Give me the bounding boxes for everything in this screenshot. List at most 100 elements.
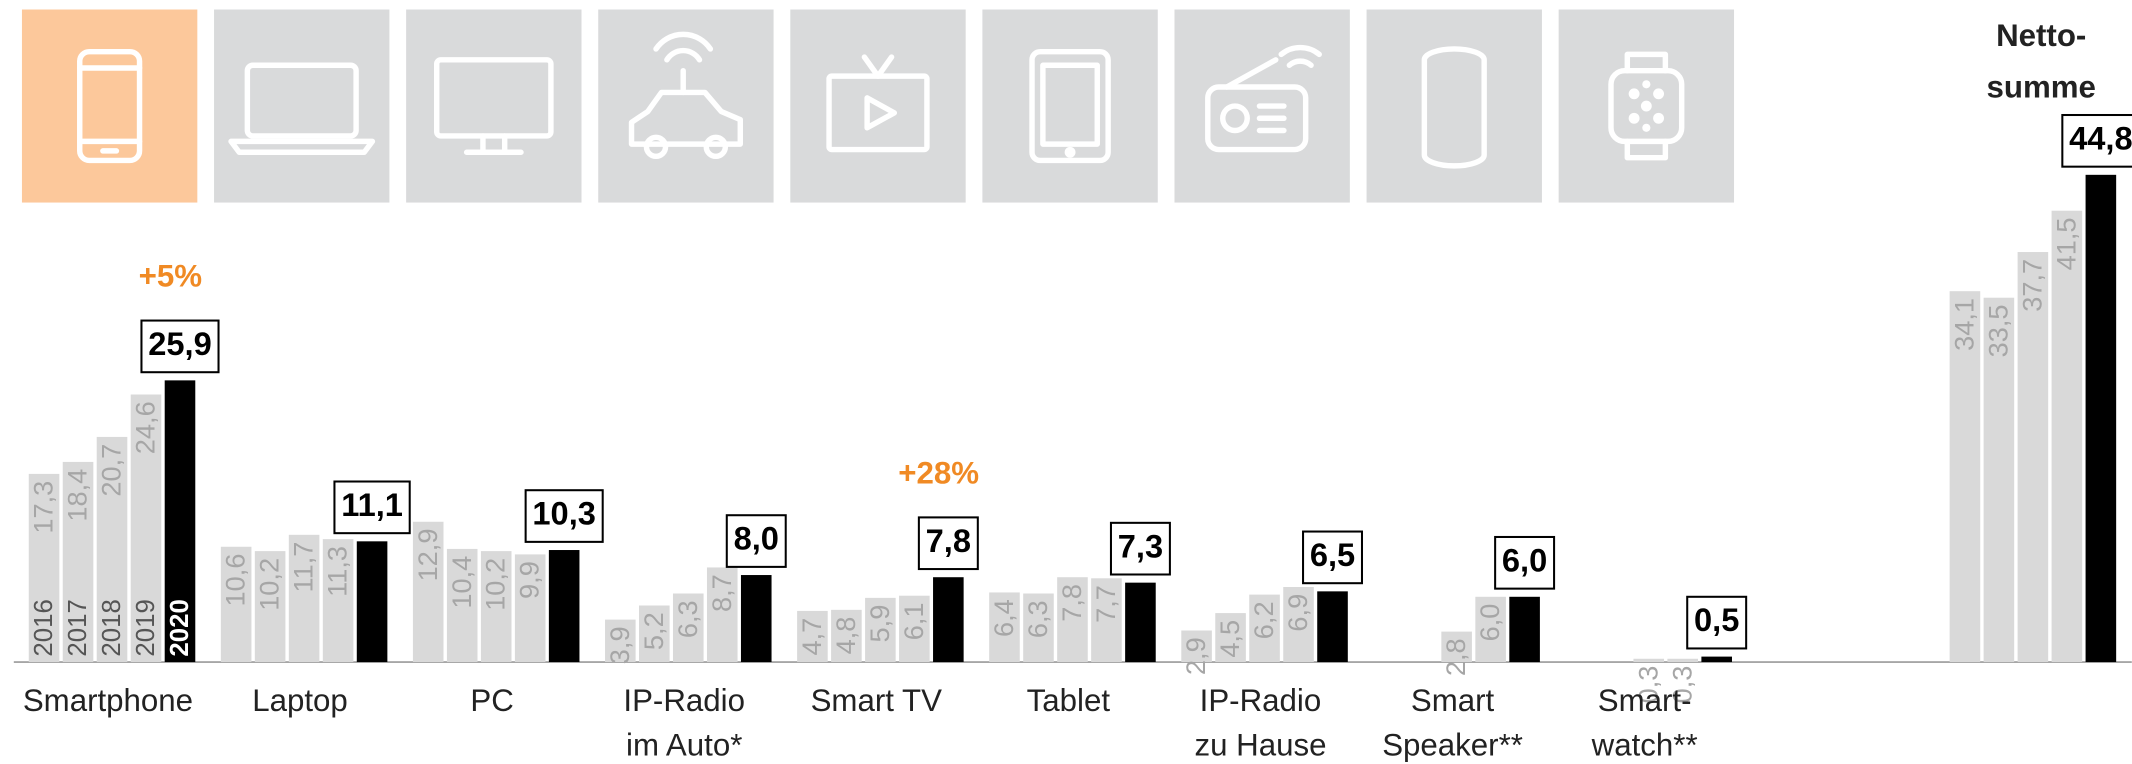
bar: [740, 575, 772, 663]
device-icon: [1029, 48, 1111, 164]
value-label-box: [725, 514, 787, 568]
value-label-box: [333, 480, 411, 535]
bar: [1283, 587, 1314, 663]
value-label: 4,5: [1214, 620, 1245, 658]
device-icon: [228, 62, 376, 155]
value-label: 7,3: [1118, 527, 1163, 564]
bar: [1249, 594, 1280, 663]
bar: [1091, 578, 1122, 663]
bar: [322, 539, 354, 663]
annotation-line: +5%: [139, 259, 202, 294]
icon-tile: [214, 9, 390, 203]
x-tick-label: IP-Radio zu Hause: [1194, 683, 1326, 763]
bar: [899, 595, 930, 663]
x-tick-label-line: Smart-: [1598, 683, 1692, 718]
value-label-box: [917, 516, 979, 571]
bar: [1181, 630, 1212, 663]
x-tick-label: Smart Speaker**: [1382, 683, 1523, 763]
value-label: 2,9: [1180, 637, 1211, 675]
x-tick-label-line: watch**: [1591, 728, 1698, 763]
value-label: 4,8: [830, 617, 861, 655]
value-label: 5,9: [864, 605, 895, 643]
value-label: 41,5: [2050, 218, 2081, 271]
value-label: 4,7: [796, 618, 827, 656]
value-label: 25,9: [148, 325, 211, 362]
x-tick-label-line: PC: [470, 683, 513, 718]
value-label: 5,2: [638, 612, 669, 650]
value-label: 6,5: [1310, 536, 1355, 573]
bar: [989, 592, 1020, 663]
value-label-box: [1686, 595, 1748, 650]
legend-label: 2020: [166, 599, 194, 656]
bar: [288, 534, 320, 663]
x-tick-label-line: im Auto*: [626, 728, 742, 763]
bar: [356, 541, 388, 663]
bar: [1701, 656, 1732, 663]
value-label: 10,2: [480, 558, 511, 611]
value-label: 6,0: [1502, 541, 1547, 578]
value-label: 12,9: [412, 529, 443, 582]
bar: [831, 609, 862, 663]
bar: [96, 436, 128, 663]
value-label: 11,7: [288, 542, 319, 593]
value-label-box: [1109, 521, 1171, 576]
value-label: 3,9: [604, 626, 635, 664]
value-label: 11,3: [322, 546, 353, 597]
value-label: 0,3: [1632, 666, 1663, 704]
value-label: 44,8: [2069, 119, 2132, 156]
bar: [865, 597, 896, 663]
legend-label: 2016: [30, 599, 58, 656]
bar: [1057, 577, 1088, 663]
bar: [446, 548, 478, 663]
value-label: 18,4: [62, 469, 93, 522]
value-label: 7,8: [926, 522, 971, 559]
annotation-line: Netto-: [1996, 18, 2086, 53]
x-tick-label-line: IP-Radio: [623, 683, 745, 718]
bar: [1023, 593, 1054, 663]
value-label: 37,7: [2016, 259, 2047, 312]
x-tick-label: Smart-watch**: [1591, 683, 1698, 763]
legend-label: 2019: [132, 599, 160, 656]
bar: [1475, 596, 1506, 663]
value-label-box: [1302, 530, 1364, 585]
value-label: 33,5: [1982, 305, 2013, 358]
bar: [1667, 658, 1698, 663]
value-label: 7,8: [1056, 584, 1087, 622]
x-tick-label-line: Laptop: [252, 683, 348, 718]
bar: [1441, 631, 1472, 663]
bar: [639, 605, 670, 663]
value-label: 10,6: [220, 554, 251, 607]
x-tick-label: Tablet: [1027, 683, 1111, 718]
legend-label: 2017: [64, 599, 92, 656]
x-tick-label: Laptop: [252, 683, 348, 718]
value-label: 0,5: [1694, 601, 1739, 638]
icon-tile: [982, 9, 1158, 203]
value-label: 10,2: [254, 558, 285, 611]
value-label: 8,0: [734, 520, 779, 557]
bar: [412, 521, 444, 663]
bar: [220, 546, 252, 663]
device-icon: [434, 57, 554, 155]
bar: [62, 461, 94, 663]
annotation: Netto-summe: [1987, 18, 2096, 105]
annotation-line: summe: [1987, 70, 2096, 105]
annotation-line: +28%: [898, 456, 979, 491]
x-tick-label-line: Tablet: [1027, 683, 1111, 718]
device-icons: [21, 9, 1735, 203]
device-icon: [77, 48, 143, 164]
x-tick-label: PC: [470, 683, 513, 718]
bar: [130, 394, 162, 663]
bar: [797, 610, 828, 663]
bar: [1509, 596, 1540, 663]
bar: [164, 380, 196, 663]
bar: [1125, 582, 1156, 663]
value-label: 34,1: [1948, 298, 1979, 351]
annotation: +5%: [139, 259, 202, 294]
bar: [2051, 210, 2083, 663]
device-icon: [628, 31, 743, 160]
value-label: 2,8: [1440, 638, 1471, 676]
value-label: 6,3: [672, 600, 703, 638]
x-tick-label-line: Smart TV: [811, 683, 943, 718]
value-label-box: [1494, 535, 1556, 590]
